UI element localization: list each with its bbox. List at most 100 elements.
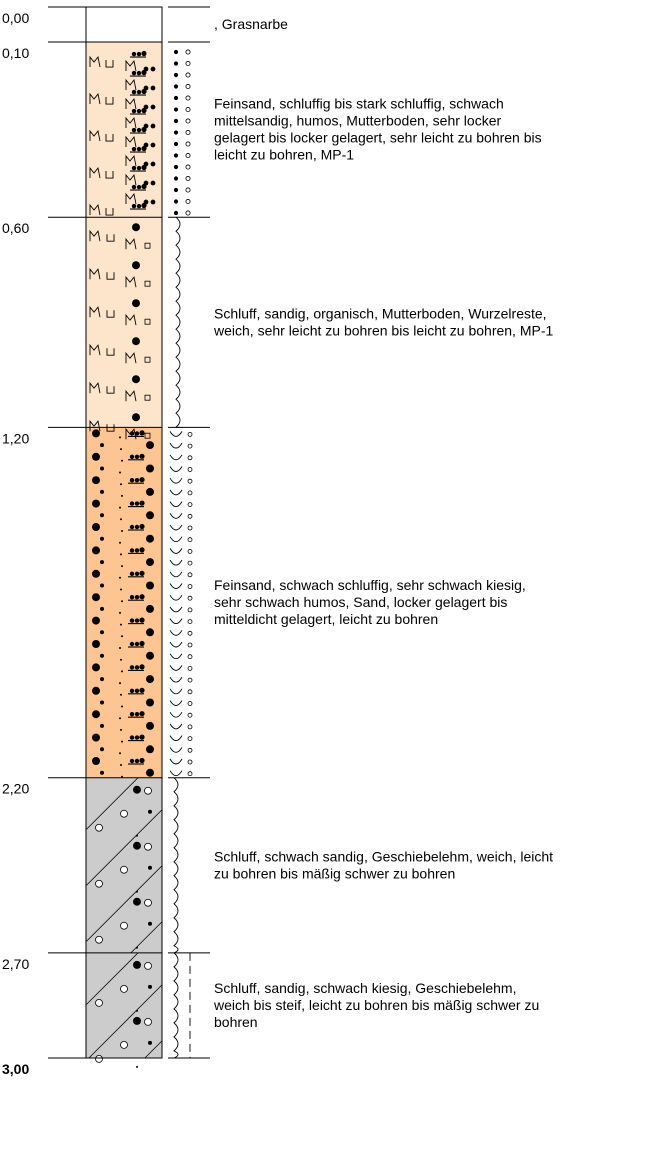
grain-dot: [173, 141, 179, 147]
sand-dot: [139, 477, 145, 483]
fine-dot: [121, 705, 123, 708]
sand-dot: [134, 712, 140, 717]
grain-dot: [173, 72, 179, 78]
sand-dot: [136, 108, 142, 114]
gravel-dot: [133, 841, 141, 850]
gravel-dot: [133, 785, 141, 794]
cup-mark: [169, 513, 183, 519]
sand-dot: [139, 664, 145, 670]
sand-dot: [139, 687, 145, 693]
pebble-circle: [144, 786, 152, 795]
layer-description-feinsand-sand: Feinsand, schwach schluffig, sehr schwac…: [214, 577, 526, 627]
grain-circle: [185, 210, 191, 216]
sand-dot: [129, 641, 135, 647]
sand-dot: [139, 711, 145, 717]
layer-description-geschiebelehm-weich: Schluff, schwach sandig, Geschiebelehm, …: [214, 848, 553, 881]
sand-dot: [134, 641, 140, 647]
gravel-dot: [100, 560, 104, 565]
grain-dot: [173, 49, 179, 55]
sand-dot: [131, 203, 137, 209]
sand-dot: [143, 104, 149, 110]
silt-symbol: [105, 208, 114, 216]
humus-symbol: [89, 229, 101, 242]
cup-mark: [169, 583, 183, 589]
grain-circle: [187, 478, 193, 484]
pebble-circle: [120, 809, 128, 818]
gravel-dot: [146, 558, 154, 567]
gravel-dot: [100, 583, 104, 588]
sand-dot: [134, 595, 140, 600]
sand-dot: [150, 85, 156, 91]
grain-circle: [185, 95, 191, 101]
gravel-dot: [92, 616, 100, 625]
grain-circle: [185, 61, 191, 67]
description-line: sehr schwach humos, Sand, locker gelager…: [214, 594, 507, 610]
sand-dot: [150, 199, 156, 205]
grain-circle: [185, 199, 191, 205]
fine-dot: [119, 647, 121, 649]
grain-circle: [187, 572, 193, 578]
silt-symbol: [105, 60, 114, 68]
description-line: Feinsand, schluffig bis stark schluffig,…: [214, 96, 504, 112]
sand-dot: [131, 146, 137, 152]
grain-circle: [187, 701, 193, 706]
grain-circle: [187, 642, 193, 648]
fine-dot: [120, 483, 122, 486]
sand-dot: [139, 594, 145, 600]
grain-circle: [187, 677, 193, 683]
fine-dot: [121, 635, 123, 638]
sand-dot: [131, 51, 137, 57]
fine-dot: [121, 530, 123, 532]
cup-mark: [169, 454, 183, 461]
gravel-dot: [92, 452, 100, 461]
sand-dot: [129, 618, 135, 623]
fine-dot: [120, 588, 122, 591]
humus-symbol: [125, 59, 137, 72]
depth-label-0-00: 0,00: [2, 10, 29, 26]
sand-dot: [129, 712, 135, 717]
description-line: bohren: [214, 1014, 258, 1030]
consistency-wave: [173, 777, 179, 954]
silt-symbol: [106, 310, 115, 318]
pebble-circle: [95, 1055, 103, 1063]
sand-dot: [139, 523, 145, 530]
sand-dot: [150, 180, 156, 186]
gravel-dot: [146, 464, 154, 473]
silt-symbol: [106, 234, 115, 242]
gravel-dot: [146, 511, 154, 520]
sand-dot: [139, 640, 145, 647]
hatch-line: [85, 865, 163, 943]
sand-dot: [143, 85, 149, 91]
grain-dot: [173, 199, 179, 204]
sand-dot: [134, 688, 140, 693]
fine-dot: [120, 518, 122, 521]
pebble-circle: [144, 962, 152, 970]
sand-dot: [134, 618, 140, 623]
grain-dot: [173, 153, 179, 158]
gravel-dot: [100, 653, 104, 658]
gravel-dot: [92, 663, 100, 672]
gravel-dot: [146, 441, 154, 450]
cup-mark: [169, 747, 183, 753]
grain-circle: [187, 736, 193, 741]
description-line: weich, sehr leicht zu bohren bis leicht …: [213, 322, 553, 338]
sand-dot: [129, 688, 135, 693]
gravel-dot: [146, 628, 154, 637]
root-box: [144, 280, 151, 287]
gravel-dot: [92, 523, 100, 531]
fine-dot: [148, 809, 152, 814]
gravel-dot: [100, 536, 104, 541]
layer-description-geschiebelehm-steif: Schluff, sandig, schwach kiesig, Geschie…: [213, 980, 539, 1030]
sand-dot: [136, 89, 142, 95]
sand-dot: [139, 617, 145, 623]
root-box: [144, 356, 151, 363]
sand-dot: [131, 184, 137, 190]
organic-dot: [132, 299, 140, 308]
fine-dot: [119, 611, 121, 614]
fine-dot: [120, 693, 122, 696]
fine-dot: [148, 984, 152, 989]
labels-layer: 0,00 0,10 0,60 1,20 2,20 2,70 3,00 , Grasnarbe F…: [2, 10, 553, 1077]
grain-circle: [187, 607, 193, 613]
sand-dot: [134, 735, 140, 740]
sand-dot: [141, 50, 147, 57]
